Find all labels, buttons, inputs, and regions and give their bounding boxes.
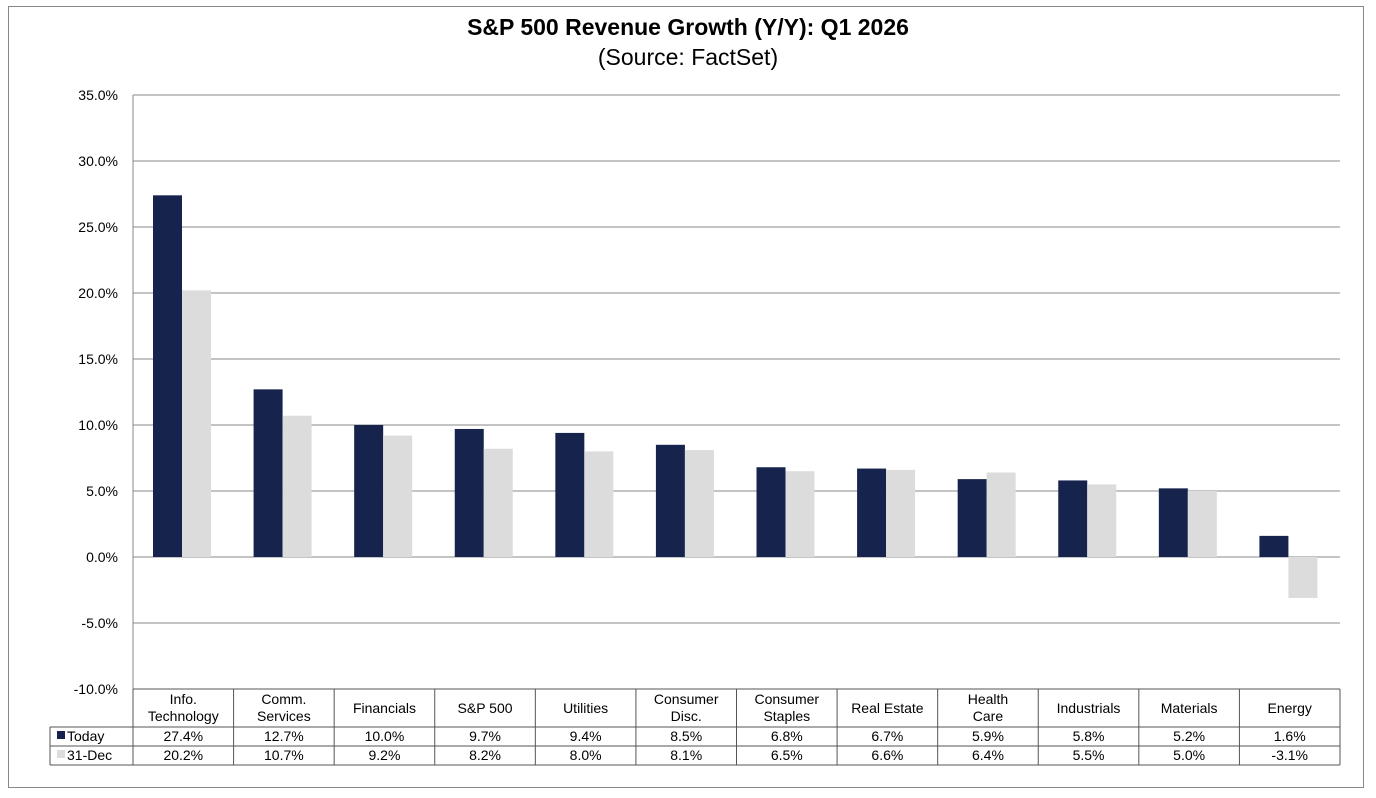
- data-value: 6.8%: [771, 728, 803, 744]
- bar-today: [1158, 488, 1188, 557]
- category-label: Industrials: [1057, 700, 1121, 716]
- y-tick-label: -5.0%: [81, 615, 118, 631]
- bar-today: [454, 428, 484, 557]
- data-value: 6.7%: [871, 728, 903, 744]
- data-value: 10.0%: [365, 728, 405, 744]
- bar-today: [1259, 535, 1289, 557]
- category-label: Materials: [1161, 700, 1218, 716]
- bar-dec31: [1187, 491, 1217, 557]
- bar-dec31: [182, 290, 211, 557]
- chart-title: S&P 500 Revenue Growth (Y/Y): Q1 2026: [467, 14, 909, 40]
- legend-label: 31-Dec: [67, 747, 112, 763]
- bar-today: [555, 432, 585, 557]
- bar-today: [253, 389, 283, 557]
- data-value: 9.4%: [570, 728, 602, 744]
- category-label: Disc.: [671, 708, 702, 724]
- data-value: 1.6%: [1274, 728, 1306, 744]
- data-value: 9.2%: [368, 747, 400, 763]
- bar-dec31: [1288, 557, 1318, 598]
- data-value: 5.0%: [1173, 747, 1205, 763]
- category-label: Comm.: [261, 691, 306, 707]
- bar-dec31: [684, 450, 714, 557]
- y-tick-label: -10.0%: [74, 681, 118, 697]
- category-label: Technology: [148, 708, 219, 724]
- bar-today: [957, 479, 987, 557]
- bar-dec31: [383, 435, 413, 557]
- data-value: 8.2%: [469, 747, 501, 763]
- data-value: 27.4%: [163, 728, 203, 744]
- category-label: Services: [257, 708, 311, 724]
- category-label: Consumer: [754, 691, 819, 707]
- bar-today: [857, 468, 887, 557]
- bar-today: [1058, 480, 1088, 557]
- data-value: 5.5%: [1073, 747, 1105, 763]
- legend-swatch: [57, 750, 65, 758]
- bar-dec31: [282, 415, 312, 557]
- y-tick-label: 5.0%: [86, 483, 118, 499]
- bar-dec31: [483, 448, 513, 557]
- category-label: Financials: [353, 700, 416, 716]
- legend-swatch: [57, 731, 65, 739]
- data-value: 5.2%: [1173, 728, 1205, 744]
- data-value: 5.9%: [972, 728, 1004, 744]
- data-value: 5.8%: [1073, 728, 1105, 744]
- y-tick-label: 20.0%: [78, 285, 118, 301]
- category-label: Care: [973, 708, 1004, 724]
- y-tick-label: 30.0%: [78, 153, 118, 169]
- data-value: 8.1%: [670, 747, 702, 763]
- y-tick-label: 0.0%: [86, 549, 118, 565]
- data-value: -3.1%: [1271, 747, 1308, 763]
- bar-today: [153, 195, 182, 557]
- category-label: S&P 500: [458, 700, 513, 716]
- category-label: Info.: [170, 691, 197, 707]
- y-tick-label: 25.0%: [78, 219, 118, 235]
- y-tick-label: 35.0%: [78, 87, 118, 103]
- data-value: 10.7%: [264, 747, 304, 763]
- data-value: 8.0%: [570, 747, 602, 763]
- bar-today: [756, 467, 786, 557]
- data-value: 9.7%: [469, 728, 501, 744]
- category-label: Real Estate: [851, 700, 924, 716]
- data-value: 6.6%: [871, 747, 903, 763]
- data-value: 12.7%: [264, 728, 304, 744]
- category-label: Consumer: [654, 691, 719, 707]
- data-value: 20.2%: [163, 747, 203, 763]
- y-tick-label: 10.0%: [78, 417, 118, 433]
- bar-dec31: [785, 471, 815, 557]
- data-value: 8.5%: [670, 728, 702, 744]
- category-label: Health: [968, 691, 1008, 707]
- bar-today: [655, 444, 685, 557]
- chart-frame: [8, 6, 1364, 788]
- category-label: Utilities: [563, 700, 608, 716]
- data-value: 6.4%: [972, 747, 1004, 763]
- category-label: Staples: [763, 708, 810, 724]
- legend-label: Today: [67, 728, 104, 744]
- bar-dec31: [886, 469, 916, 557]
- data-value: 6.5%: [771, 747, 803, 763]
- bar-dec31: [584, 451, 614, 557]
- bar-today: [354, 425, 384, 557]
- y-tick-label: 15.0%: [78, 351, 118, 367]
- category-label: Energy: [1268, 700, 1312, 716]
- bar-dec31: [1087, 484, 1117, 557]
- bar-dec31: [986, 472, 1016, 557]
- chart-subtitle: (Source: FactSet): [597, 44, 779, 70]
